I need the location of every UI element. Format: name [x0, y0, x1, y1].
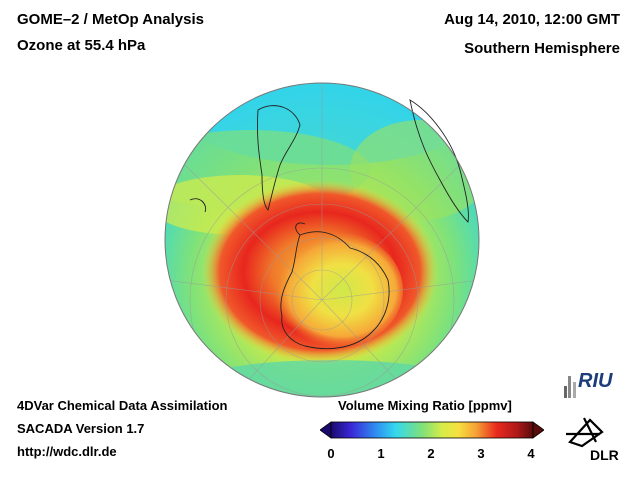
- title-line-2: Ozone at 55.4 hPa: [17, 37, 146, 54]
- globe-outline: [164, 82, 480, 398]
- colorbar-tick-3: 3: [477, 446, 485, 461]
- globe-fill: [165, 83, 479, 397]
- dlr-logo-text: DLR: [590, 447, 619, 463]
- coastlines: [189, 99, 469, 350]
- riu-logo-icon: [564, 376, 576, 398]
- source-url: http://wdc.dlr.de: [17, 444, 117, 459]
- title-line-1: GOME–2 / MetOp Analysis: [17, 11, 204, 28]
- datetime-label: Aug 14, 2010, 12:00 GMT: [444, 11, 620, 28]
- colorbar-tick-2: 2: [427, 446, 435, 461]
- method-label: 4DVar Chemical Data Assimilation: [17, 398, 228, 413]
- version-label: SACADA Version 1.7: [17, 421, 145, 436]
- hemisphere-label: Southern Hemisphere: [464, 40, 620, 57]
- riu-logo-text: RIU: [578, 370, 613, 392]
- colorbar-tick-1: 1: [377, 446, 385, 461]
- colorbar: [320, 421, 544, 439]
- dlr-logo-icon: [566, 417, 604, 448]
- colorbar-tick-4: 4: [527, 446, 535, 461]
- colorbar-tick-0: 0: [327, 446, 335, 461]
- colorbar-label: Volume Mixing Ratio [ppmv]: [338, 398, 512, 413]
